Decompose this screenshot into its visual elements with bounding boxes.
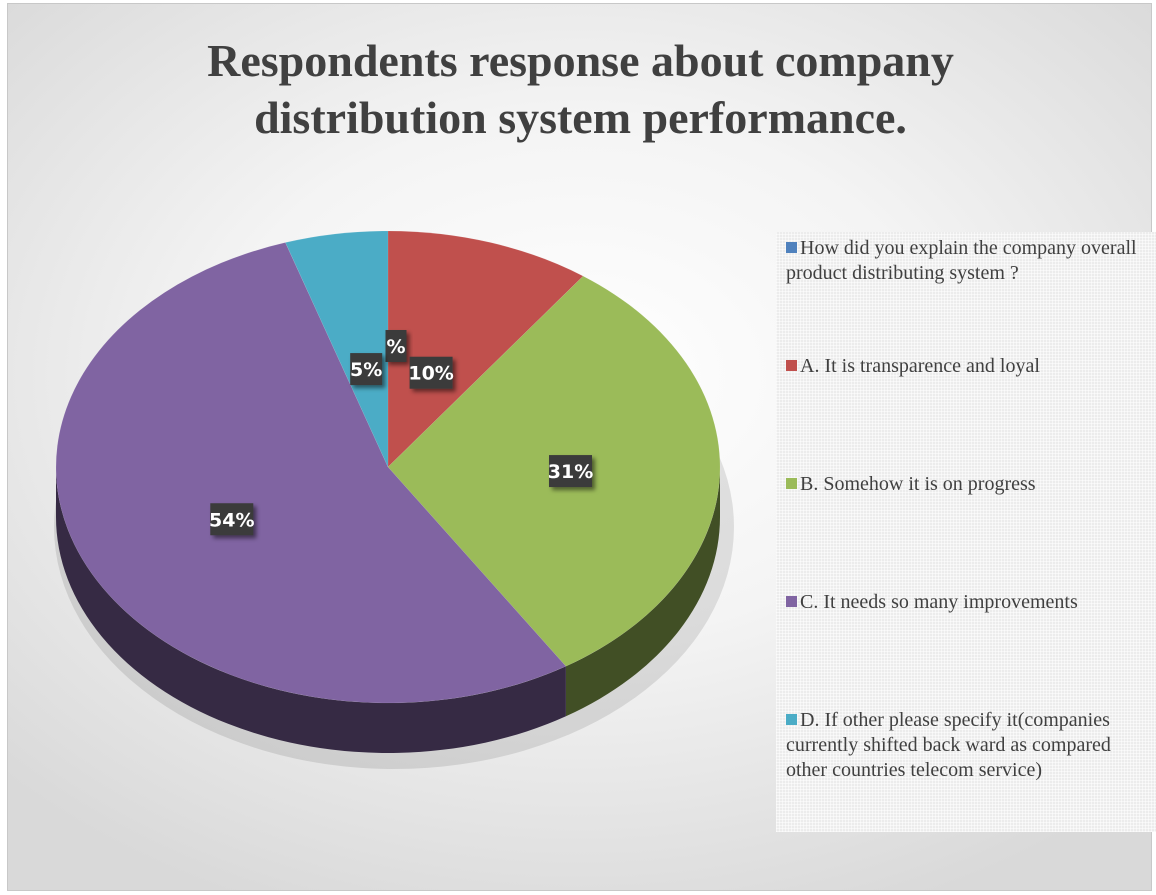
legend-label: How did you explain the company overall …	[786, 237, 1137, 284]
legend-swatch	[786, 714, 797, 725]
legend-swatch	[786, 478, 797, 489]
pie-slice-4	[285, 230, 389, 468]
data-label-4-box	[350, 353, 383, 386]
legend-label: A. It is transparence and loyal	[800, 355, 1040, 377]
pie-side-wall	[565, 467, 720, 717]
data-label-2: 31%	[548, 455, 593, 488]
data-label-3-text: 54%	[209, 509, 254, 531]
chart-title-line-2: distribution system performance.	[254, 92, 907, 143]
data-label-2-text: 31%	[548, 461, 593, 483]
legend-swatch	[786, 360, 797, 371]
data-label-0-text: %	[386, 336, 405, 358]
legend-swatch	[786, 596, 797, 607]
legend-item: How did you explain the company overall …	[786, 236, 1156, 286]
legend-label: B. Somehow it is on progress	[800, 473, 1036, 495]
data-label-0-box	[385, 330, 407, 362]
data-label-3: 54%	[209, 503, 255, 536]
legend-swatch	[786, 242, 797, 253]
pie-side-wall	[56, 467, 566, 753]
legend-label: D. If other please specify it(companies …	[786, 709, 1111, 781]
legend-item: B. Somehow it is on progress	[786, 472, 1156, 497]
data-label-4-text: 5%	[350, 359, 382, 381]
legend-item: D. If other please specify it(companies …	[786, 708, 1116, 783]
data-label-1-text: 10%	[408, 363, 453, 385]
data-label-4: 5%	[350, 353, 383, 386]
pie-slice-3	[55, 242, 567, 704]
data-label-2-box	[549, 455, 593, 488]
chart-title: Respondents response about company distr…	[8, 32, 1153, 146]
data-label-0: %	[385, 330, 407, 362]
pie-slice-1	[387, 230, 584, 468]
data-label-3-box	[210, 503, 254, 536]
chart-title-line-1: Respondents response about company	[207, 35, 954, 86]
data-label-1-box	[409, 356, 453, 389]
legend: How did you explain the company overall …	[776, 232, 1156, 832]
data-label-1: 10%	[408, 356, 454, 389]
pie-chart: %10% 31% 54% 5%	[54, 230, 734, 769]
chart-area: Respondents response about company distr…	[7, 3, 1156, 891]
legend-item: A. It is transparence and loyal	[786, 354, 1156, 379]
legend-item: C. It needs so many improvements	[786, 590, 1156, 615]
legend-label: C. It needs so many improvements	[800, 591, 1078, 613]
